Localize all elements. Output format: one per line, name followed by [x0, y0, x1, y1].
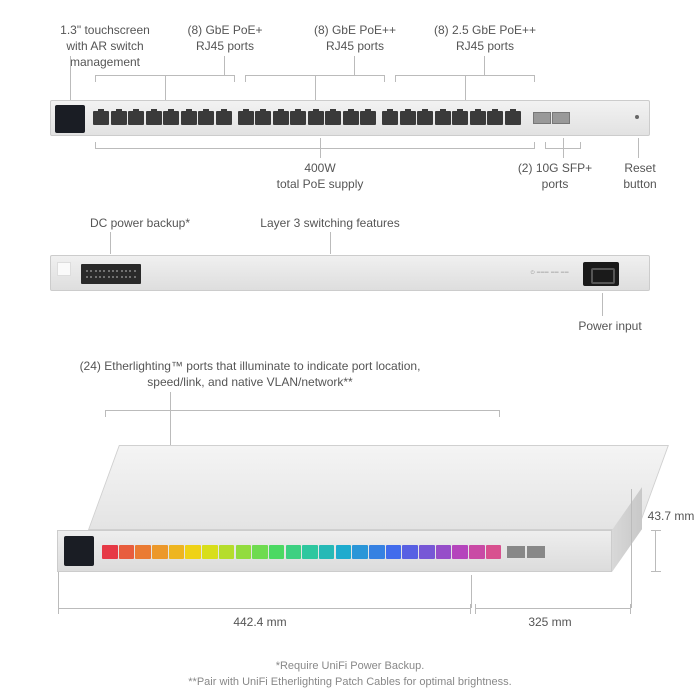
rj45-port	[273, 111, 289, 125]
touchscreen-label: 1.3" touchscreenwith AR switch managemen…	[30, 22, 180, 71]
rj45-port	[216, 111, 232, 125]
etherlighting-port	[252, 545, 268, 559]
etherlighting-port	[169, 545, 185, 559]
rj45-port	[325, 111, 341, 125]
rj45-port	[452, 111, 468, 125]
etherlighting-port	[286, 545, 302, 559]
etherlighting-port	[236, 545, 252, 559]
depth-value: 325 mm	[500, 614, 600, 630]
etherlighting-port	[219, 545, 235, 559]
etherlighting-port	[135, 545, 151, 559]
rj45-port	[470, 111, 486, 125]
rj45-port	[343, 111, 359, 125]
etherlighting-port	[302, 545, 318, 559]
touchscreen-icon	[55, 105, 85, 133]
25gbe-poe-pp-label: (8) 2.5 GbE PoE++RJ45 ports	[420, 22, 550, 54]
iso-sfp-port	[527, 546, 545, 558]
width-value: 442.4 mm	[210, 614, 310, 630]
rj45-port	[487, 111, 503, 125]
compliance-text-icon: ⏻ ═══ ══ ══	[531, 270, 569, 276]
rj45-port	[128, 111, 144, 125]
height-value: 43.7 mm	[636, 508, 700, 524]
rj45-port	[93, 111, 109, 125]
etherlighting-port	[102, 545, 118, 559]
sfp-label: (2) 10G SFP+ports	[505, 160, 605, 192]
gbe-poe-plus-label: (8) GbE PoE+RJ45 ports	[170, 22, 280, 54]
etherlighting-port	[202, 545, 218, 559]
etherlighting-port	[419, 545, 435, 559]
reset-button-icon	[625, 115, 643, 123]
footnote-2: **Pair with UniFi Etherlighting Patch Ca…	[0, 676, 700, 688]
rj45-port	[505, 111, 521, 125]
rj45-port	[111, 111, 127, 125]
iso-port-row	[102, 545, 545, 559]
dc-connector-icon	[81, 264, 141, 284]
width-dimension	[58, 608, 471, 609]
sfp-port	[533, 112, 551, 124]
rj45-port	[360, 111, 376, 125]
gbe-poe-pp-label: (8) GbE PoE++RJ45 ports	[300, 22, 410, 54]
etherlighting-port	[319, 545, 335, 559]
etherlighting-port	[152, 545, 168, 559]
sfp-port	[552, 112, 570, 124]
etherlighting-port	[469, 545, 485, 559]
rj45-port	[417, 111, 433, 125]
rj45-port	[382, 111, 398, 125]
iso-sfp-port	[507, 546, 525, 558]
rj45-port	[238, 111, 254, 125]
iso-touchscreen-icon	[64, 536, 94, 566]
etherlighting-label: (24) Etherlighting™ ports that illuminat…	[50, 358, 450, 390]
etherlighting-port	[369, 545, 385, 559]
etherlighting-port	[386, 545, 402, 559]
front-port-row	[93, 111, 570, 125]
etherlighting-port	[452, 545, 468, 559]
rj45-port	[198, 111, 214, 125]
poe-supply-label: 400Wtotal PoE supply	[250, 160, 390, 192]
etherlighting-port	[185, 545, 201, 559]
height-dimension	[655, 530, 656, 572]
rj45-port	[181, 111, 197, 125]
etherlighting-port	[336, 545, 352, 559]
rj45-port	[255, 111, 271, 125]
rj45-port	[308, 111, 324, 125]
footnote-1: *Require UniFi Power Backup.	[0, 660, 700, 672]
front-view	[50, 100, 650, 136]
power-input-label: Power input	[560, 318, 660, 334]
depth-dimension	[475, 608, 631, 609]
rj45-port	[290, 111, 306, 125]
rj45-port	[435, 111, 451, 125]
etherlighting-port	[486, 545, 502, 559]
iso-view	[40, 445, 660, 605]
etherlighting-port	[119, 545, 135, 559]
power-inlet-icon	[583, 262, 619, 286]
rear-view: ⏻ ═══ ══ ══	[50, 255, 650, 291]
etherlighting-port	[402, 545, 418, 559]
reset-label: Resetbutton	[610, 160, 670, 192]
rj45-port	[146, 111, 162, 125]
rj45-port	[163, 111, 179, 125]
qr-label-icon	[57, 262, 71, 276]
rj45-port	[400, 111, 416, 125]
etherlighting-port	[269, 545, 285, 559]
layer3-label: Layer 3 switching features	[240, 215, 420, 231]
etherlighting-port	[352, 545, 368, 559]
etherlighting-port	[436, 545, 452, 559]
dc-backup-label: DC power backup*	[70, 215, 210, 231]
